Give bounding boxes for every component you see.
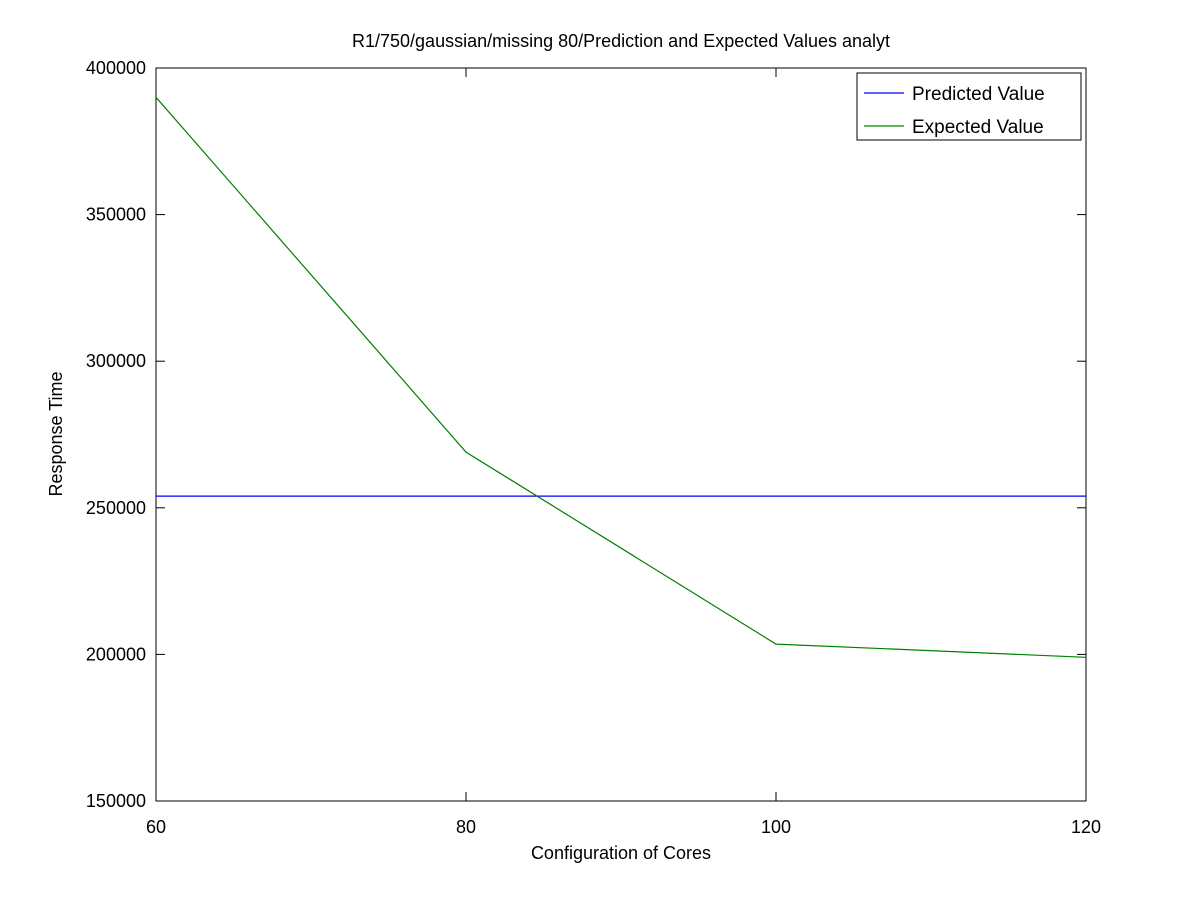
plot-area — [155, 67, 1087, 802]
y-tick-label: 350000 — [86, 205, 146, 225]
series-layer — [155, 96, 1087, 658]
legend-label-predicted: Predicted Value — [912, 84, 1045, 105]
legend-box — [856, 72, 1082, 141]
y-tick-label: 150000 — [86, 791, 146, 811]
legend: Predicted Value Expected Value — [856, 72, 1082, 141]
chart-title: R1/750/gaussian/missing 80/Prediction an… — [352, 31, 890, 51]
x-tick-label: 60 — [146, 817, 166, 837]
axis-ticks: 60 80 100 120 150000 200000 250000 300000 350000… — [86, 58, 1101, 837]
y-tick-label: 300000 — [86, 351, 146, 371]
x-axis-label: Configuration of Cores — [531, 843, 711, 863]
x-tick-label: 80 — [456, 817, 476, 837]
y-tick-label: 200000 — [86, 644, 146, 664]
y-tick-label: 400000 — [86, 58, 146, 78]
x-tick-label: 100 — [761, 817, 791, 837]
y-tick-label: 250000 — [86, 498, 146, 518]
legend-label-expected: Expected Value — [912, 117, 1044, 138]
x-tick-label: 120 — [1071, 817, 1101, 837]
series-line-expected-value — [155, 96, 1087, 658]
y-axis-label: Response Time — [46, 371, 66, 496]
